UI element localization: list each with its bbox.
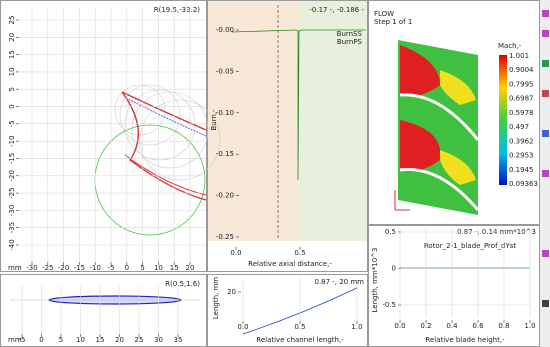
- x-tick-label: 0: [39, 336, 43, 344]
- legend-entry: BurnSS: [337, 30, 363, 38]
- colorbar-title: Mach,-: [498, 42, 522, 50]
- y-tick-label: -40: [8, 239, 16, 250]
- y-tick-label: -0.20: [216, 192, 234, 200]
- y-tick-label: -15: [8, 153, 16, 164]
- x-tick-label: 0.4: [446, 322, 458, 330]
- colorbar-label: 0.3962: [509, 137, 534, 145]
- flow-contour: [394, 40, 507, 215]
- x-tick-label: 20: [186, 264, 195, 272]
- y-tick-label: -35: [8, 222, 16, 233]
- x-tick-label: 35: [174, 336, 183, 344]
- colorbar-label: 0.7995: [509, 80, 534, 88]
- series-name: Rotor_2-1_blade_Prof_dYst: [424, 242, 517, 250]
- x-tick-label: 30: [154, 336, 163, 344]
- burn-shade-left: [208, 1, 300, 241]
- flow-title: FLOW: [374, 10, 394, 18]
- channel-panel: [207, 274, 368, 347]
- x-tick-label: -30: [26, 264, 37, 272]
- toolbar-icons: [542, 10, 549, 307]
- axis-label: Length, mm: [212, 277, 220, 319]
- x-tick-label: -10: [89, 264, 100, 272]
- x-tick-label: 1.0: [351, 323, 362, 331]
- x-tick-label: 25: [135, 336, 144, 344]
- unit-label: mm: [8, 264, 22, 272]
- readout: R(19.5,-33.2): [154, 6, 201, 14]
- y-tick-label: -30: [8, 205, 16, 216]
- x-tick-label: 0.0: [237, 323, 248, 331]
- x-tick-label: 1.0: [524, 322, 535, 330]
- x-tick-label: 10: [154, 264, 163, 272]
- x-tick-label: 5: [59, 336, 63, 344]
- y-tick-label: 25: [8, 16, 16, 25]
- colorbar-label: 0.2953: [509, 152, 534, 160]
- y-tick-label: -0.5: [382, 301, 396, 309]
- x-tick-label: 0.0: [394, 322, 405, 330]
- readout: -0.17 -, -0.186 -: [309, 6, 364, 14]
- y-tick-label: -0.00: [216, 26, 234, 34]
- axis-label: Relative channel length,-: [256, 336, 344, 344]
- x-tick-label: -5: [108, 264, 115, 272]
- readout: R(0.5,1.6): [165, 280, 200, 288]
- burn-curve: [231, 29, 366, 181]
- colorbar-label: 0.09363: [509, 180, 538, 188]
- colorbar-label: 0.1945: [509, 166, 534, 174]
- colorbar-label: 1.001: [509, 52, 529, 60]
- x-tick-label: 15: [170, 264, 179, 272]
- x-tick-label: -15: [74, 264, 85, 272]
- y-tick-label: -5: [8, 120, 16, 127]
- colorbar-label: 0.497: [509, 123, 529, 131]
- y-tick-label: -0.25: [216, 233, 234, 241]
- colorbar-label: 0.6987: [509, 95, 534, 103]
- x-tick-label: 0.0: [230, 249, 241, 257]
- x-tick-label: 15: [96, 336, 105, 344]
- axis-label: Burn,-: [210, 109, 218, 131]
- x-tick-label: -5: [19, 336, 26, 344]
- x-tick-label: 10: [76, 336, 85, 344]
- colorbar-label: 0.5978: [509, 109, 534, 117]
- axis-label: Length, mm*10^3: [371, 248, 379, 313]
- readout: 0.87 -, 20 mm: [314, 278, 364, 286]
- y-tick-label: -0.15: [216, 150, 234, 158]
- y-tick-label: 20: [227, 288, 236, 296]
- y-tick-label: 10: [8, 67, 16, 76]
- y-tick-label: -25: [8, 187, 16, 198]
- legend-entry: BurnPS: [337, 38, 363, 46]
- x-tick-label: -20: [58, 264, 69, 272]
- axis-label: Relative axial distance,-: [248, 260, 332, 268]
- y-tick-label: 0: [8, 104, 16, 108]
- colorbar-label: 0.9004: [509, 66, 534, 74]
- y-tick-label: -0.05: [216, 67, 234, 75]
- x-tick-label: 5: [140, 264, 144, 272]
- flow-step: Step 1 of 1: [374, 18, 412, 26]
- x-tick-label: 0.8: [498, 322, 509, 330]
- x-tick-label: 20: [115, 336, 124, 344]
- unit-label: mm: [8, 336, 22, 344]
- x-tick-label: 0.2: [420, 322, 431, 330]
- x-tick-label: 0.6: [472, 322, 484, 330]
- blade-panel: [0, 0, 207, 272]
- y-tick-label: -0.10: [216, 109, 234, 117]
- x-tick-label: -25: [42, 264, 53, 272]
- x-tick-label: 0.5: [294, 249, 305, 257]
- y-tick-label: 0: [392, 265, 396, 273]
- y-tick-label: 0.5: [385, 228, 396, 236]
- axis-label: Relative blade height,-: [425, 336, 505, 344]
- x-tick-label: 0: [125, 264, 129, 272]
- x-tick-label: 0.5: [294, 323, 305, 331]
- y-tick-label: -10: [8, 135, 16, 146]
- burn-shade-right: [300, 1, 367, 241]
- section-panel: [0, 274, 207, 347]
- y-tick-label: 5: [8, 87, 16, 91]
- y-tick-label: 20: [8, 33, 16, 42]
- y-tick-label: 15: [8, 50, 16, 59]
- y-tick-label: -20: [8, 170, 16, 181]
